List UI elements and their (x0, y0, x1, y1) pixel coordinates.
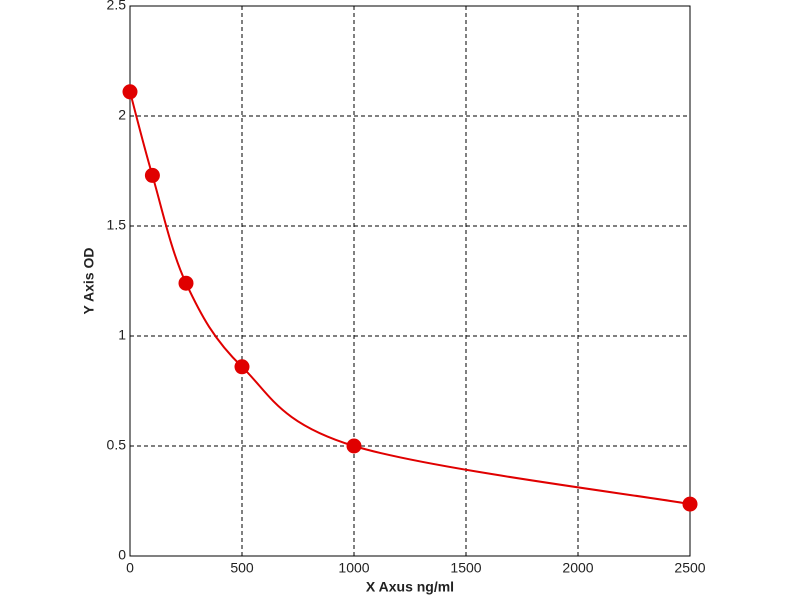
y-axis-label: Y Axis OD (81, 248, 97, 315)
x-tick-label: 2000 (562, 560, 593, 576)
fit-curve (129, 91, 691, 506)
y-tick-label: 2.5 (107, 0, 127, 13)
y-tick-label: 2 (118, 107, 126, 123)
data-point (682, 496, 698, 512)
x-axis-label: X Axus ng/ml (366, 579, 454, 595)
plot-frame (129, 5, 691, 557)
data-point (234, 359, 250, 375)
x-tick-label: 1000 (338, 560, 369, 576)
y-tick-label: 1.5 (107, 217, 127, 233)
y-tick-label: 0.5 (107, 437, 127, 453)
data-point (346, 438, 362, 454)
x-tick-label: 1500 (450, 560, 481, 576)
x-tick-label: 2500 (674, 560, 705, 576)
data-point (122, 84, 138, 100)
data-point (144, 167, 160, 183)
y-tick-label: 0 (118, 547, 126, 563)
data-point (178, 275, 194, 291)
x-tick-label: 0 (126, 560, 134, 576)
y-tick-label: 1 (118, 327, 126, 343)
x-tick-label: 500 (230, 560, 254, 576)
